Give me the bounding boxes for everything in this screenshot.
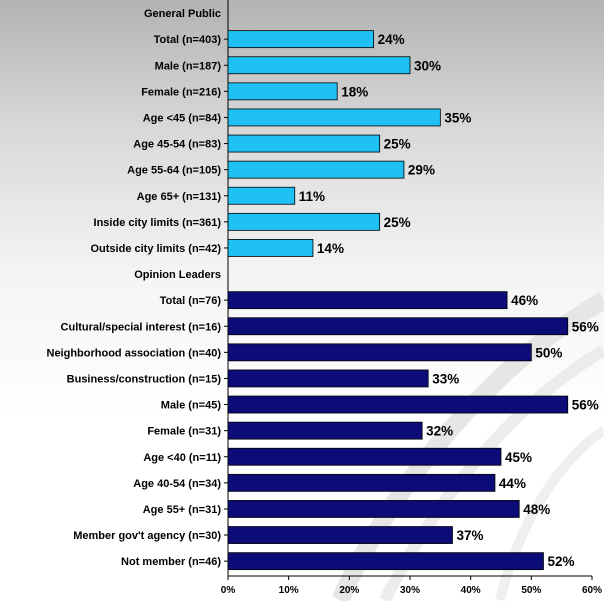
category-label: Male (n=45)	[161, 400, 222, 412]
value-label: 25%	[384, 137, 411, 152]
category-label: Age 55-64 (n=105)	[127, 165, 221, 177]
x-tick-label: 60%	[582, 585, 602, 596]
value-label: 32%	[426, 424, 453, 439]
value-label: 45%	[505, 450, 532, 465]
x-tick-label: 50%	[521, 585, 541, 596]
category-label: Age <40 (n=11)	[143, 452, 221, 464]
category-label: Business/construction (n=15)	[67, 373, 222, 385]
bar-general-public	[227, 160, 405, 179]
category-label: Age 45-54 (n=83)	[133, 139, 221, 151]
value-label: 24%	[378, 32, 405, 47]
bar-opinion-leaders	[227, 291, 508, 310]
bar-opinion-leaders	[227, 395, 569, 414]
value-label: 18%	[341, 84, 368, 99]
x-tick-label: 0%	[221, 585, 236, 596]
value-label: 46%	[511, 293, 538, 308]
category-label: Cultural/special interest (n=16)	[61, 321, 222, 333]
category-label: Neighborhood association (n=40)	[47, 347, 222, 359]
category-label: Age 65+ (n=131)	[137, 191, 222, 203]
category-label: Age 40-54 (n=34)	[133, 478, 221, 490]
category-label: Age 55+ (n=31)	[143, 504, 222, 516]
value-label: 30%	[414, 58, 441, 73]
group-header-label: Opinion Leaders	[134, 269, 221, 281]
value-label: 14%	[317, 241, 344, 256]
bar-general-public	[227, 212, 381, 231]
x-tick-label: 20%	[339, 585, 359, 596]
value-label: 29%	[408, 163, 435, 178]
value-label: 25%	[384, 215, 411, 230]
category-label: Member gov't agency (n=30)	[73, 530, 221, 542]
value-label: 52%	[547, 554, 574, 569]
bar-opinion-leaders	[227, 343, 532, 362]
bar-general-public	[227, 186, 296, 205]
category-label: Total (n=76)	[160, 295, 222, 307]
x-tick-label: 40%	[461, 585, 481, 596]
bar-opinion-leaders	[227, 473, 496, 492]
category-label: Total (n=403)	[154, 34, 222, 46]
value-label: 33%	[432, 371, 459, 386]
value-label: 11%	[299, 189, 325, 204]
bar-general-public	[227, 239, 314, 257]
bar-general-public	[227, 56, 411, 75]
category-label: Female (n=216)	[141, 86, 221, 98]
x-tick-label: 10%	[279, 585, 299, 596]
bar-opinion-leaders	[227, 369, 429, 388]
bar-general-public	[227, 134, 381, 153]
bar-opinion-leaders	[227, 500, 520, 518]
value-label: 44%	[499, 476, 526, 491]
group-header-label: General Public	[144, 8, 221, 20]
bar-opinion-leaders	[227, 421, 423, 440]
category-label: Outside city limits (n=42)	[90, 243, 221, 255]
value-label: 56%	[572, 319, 599, 334]
category-label: Male (n=187)	[155, 60, 222, 72]
x-tick-label: 30%	[400, 585, 420, 596]
category-label: Inside city limits (n=361)	[94, 217, 222, 229]
bar-general-public	[227, 82, 338, 101]
bar-opinion-leaders	[227, 317, 569, 336]
category-label: Age <45 (n=84)	[143, 112, 222, 124]
value-label: 50%	[535, 345, 562, 360]
value-label: 56%	[572, 398, 599, 413]
category-label: Female (n=31)	[147, 426, 221, 438]
bar-opinion-leaders	[227, 447, 502, 466]
bar-general-public	[227, 108, 441, 127]
category-label: Not member (n=46)	[121, 556, 221, 568]
bar-general-public	[227, 30, 375, 49]
bar-opinion-leaders	[227, 552, 544, 571]
bar-opinion-leaders	[227, 526, 453, 544]
value-label: 35%	[444, 110, 471, 125]
value-label: 48%	[523, 502, 550, 517]
value-label: 37%	[456, 528, 483, 543]
